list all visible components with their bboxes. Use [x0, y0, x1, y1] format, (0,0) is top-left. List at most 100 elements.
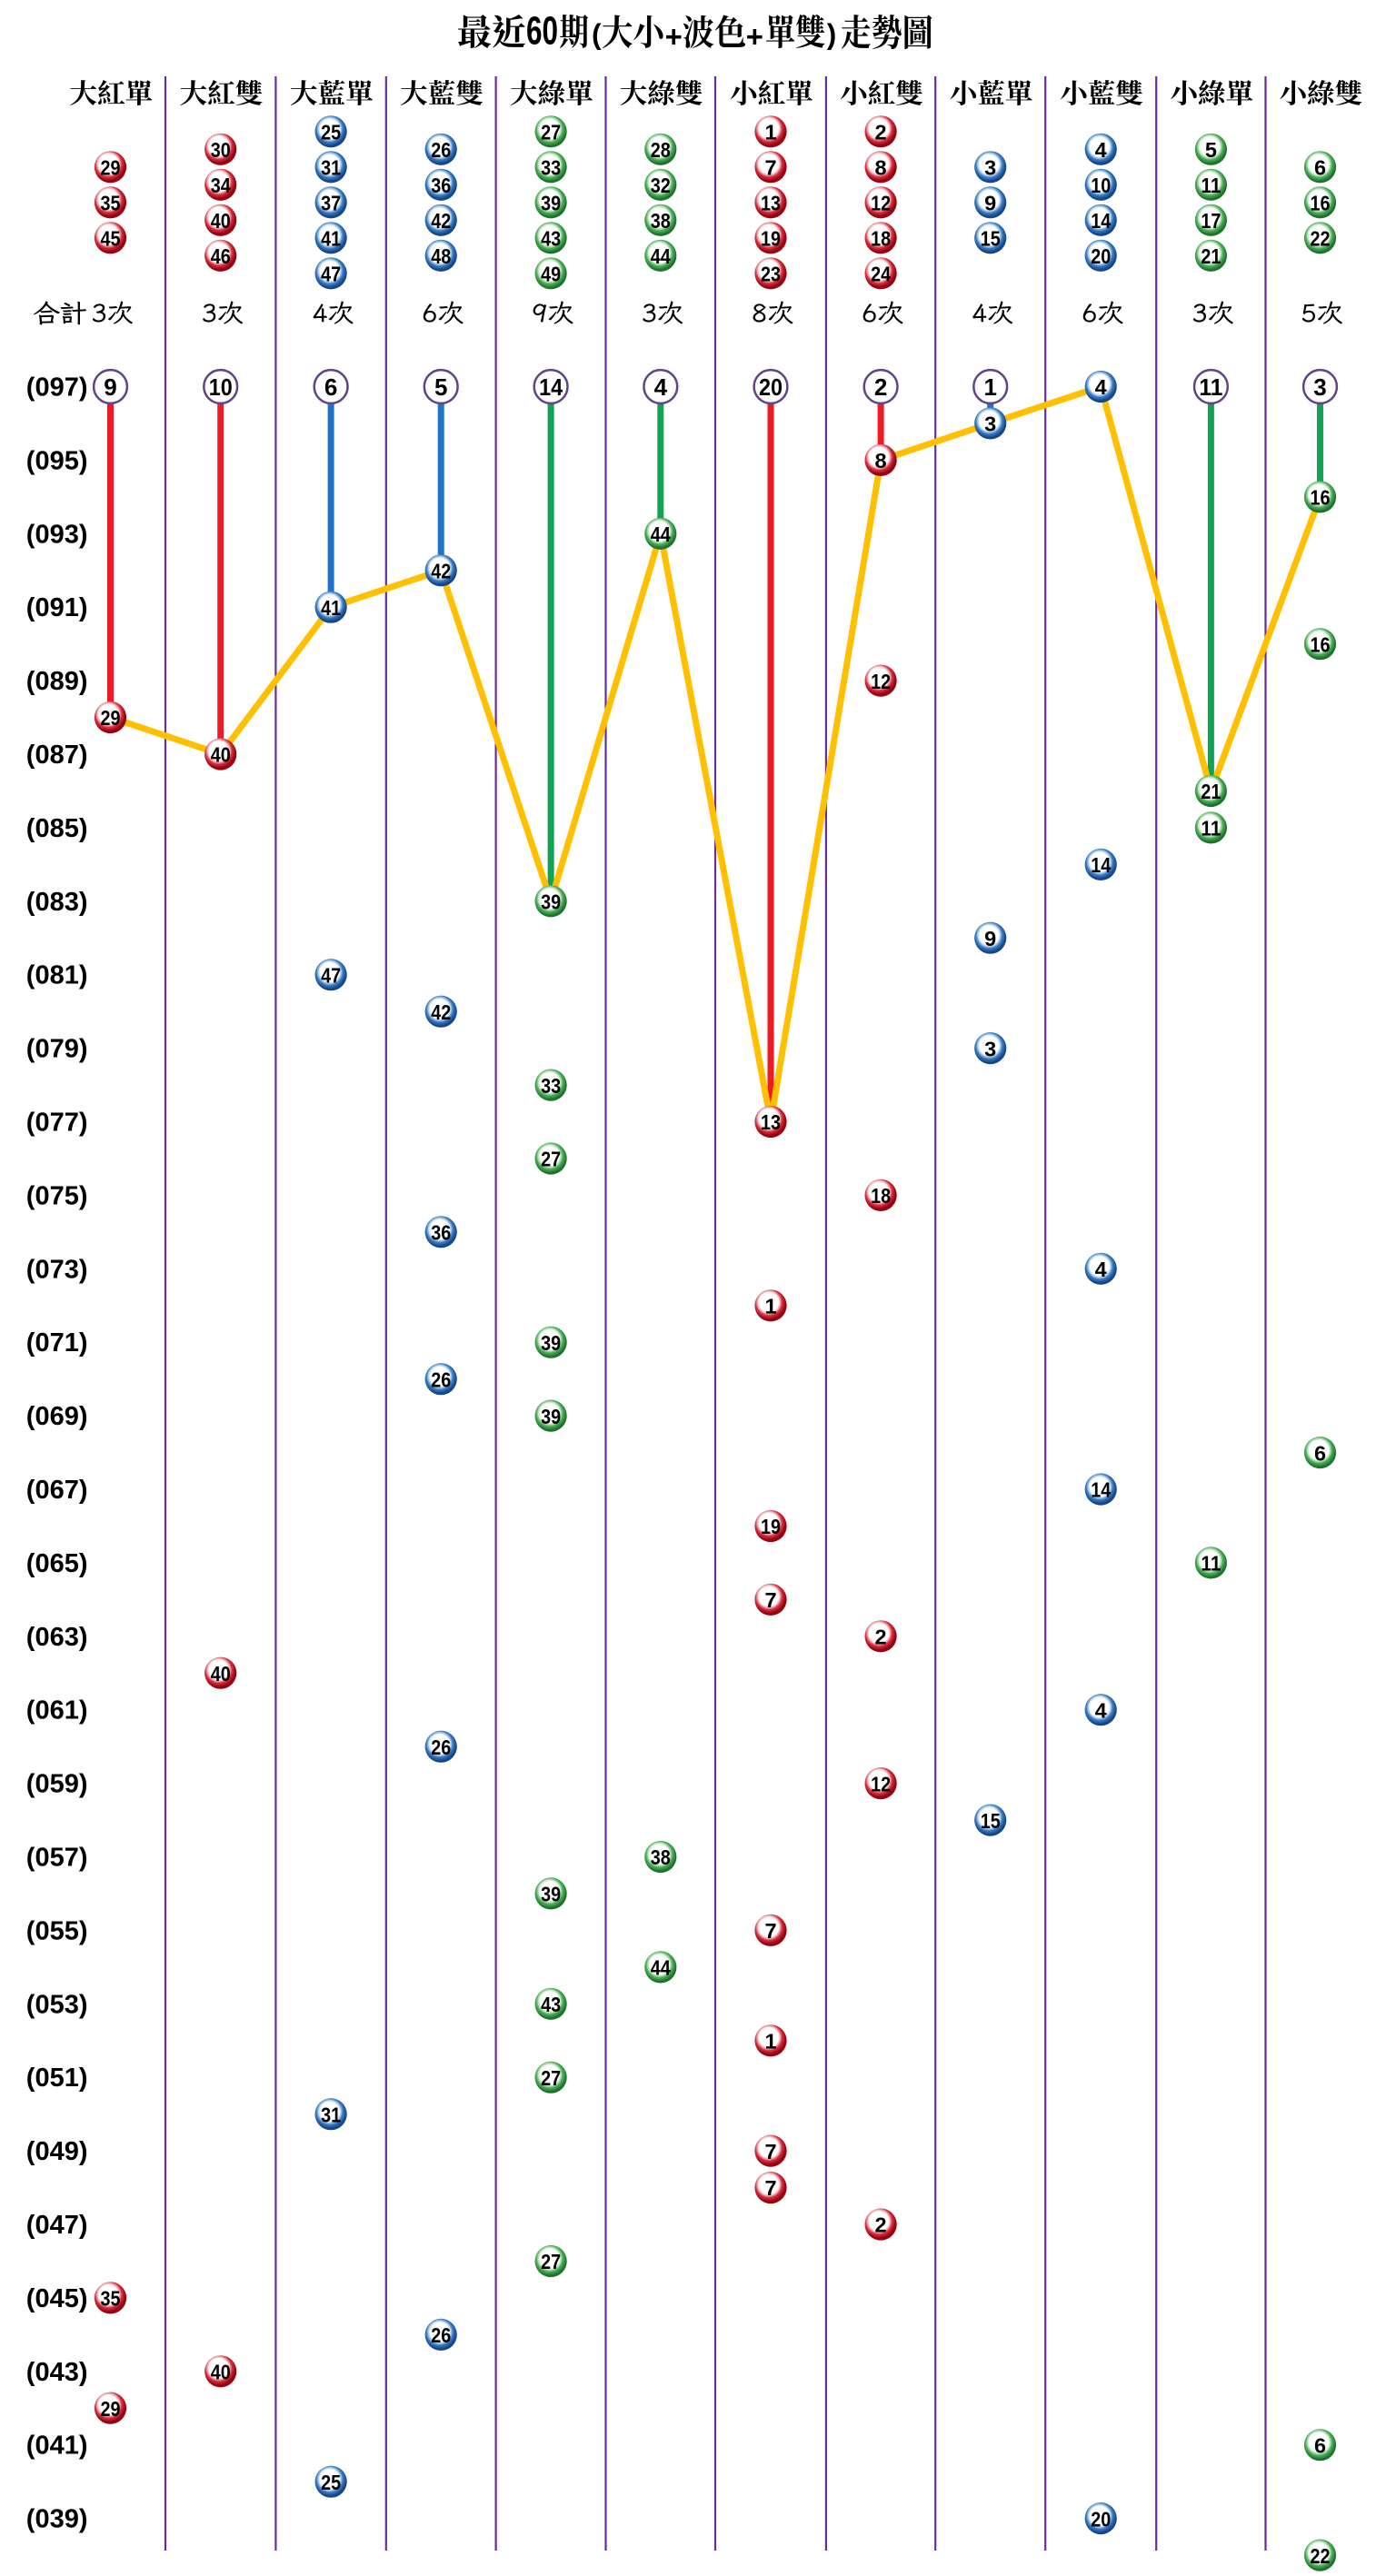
- svg-text:31: 31: [321, 2103, 341, 2126]
- svg-text:40: 40: [211, 1662, 231, 1686]
- svg-text:1: 1: [764, 2029, 776, 2053]
- svg-text:+: +: [665, 20, 683, 54]
- svg-text:37: 37: [321, 192, 341, 215]
- svg-text:11: 11: [1201, 1552, 1221, 1576]
- svg-text:15: 15: [981, 227, 1001, 251]
- svg-text:3: 3: [1313, 373, 1326, 401]
- svg-text:1: 1: [983, 373, 996, 401]
- svg-text:23: 23: [761, 263, 781, 286]
- svg-text:3: 3: [984, 413, 996, 436]
- svg-text:32: 32: [651, 174, 671, 197]
- svg-text:14: 14: [1091, 853, 1111, 877]
- svg-text:39: 39: [541, 192, 561, 215]
- svg-text:11: 11: [1199, 373, 1222, 401]
- svg-text:38: 38: [651, 209, 671, 233]
- svg-text:(061): (061): [26, 1696, 88, 1726]
- svg-text:(095): (095): [26, 446, 88, 475]
- svg-text:40: 40: [211, 2361, 231, 2384]
- svg-text:4: 4: [1095, 375, 1107, 399]
- svg-text:4: 4: [1095, 1258, 1107, 1281]
- svg-text:34: 34: [211, 174, 231, 197]
- svg-text:42: 42: [431, 560, 451, 583]
- svg-text:(069): (069): [26, 1402, 88, 1431]
- svg-text:6: 6: [324, 373, 337, 401]
- svg-text:10: 10: [209, 373, 233, 401]
- svg-text:(059): (059): [26, 1770, 88, 1799]
- svg-text:17: 17: [1201, 209, 1221, 233]
- svg-text:20: 20: [759, 373, 783, 401]
- svg-text:29: 29: [101, 706, 121, 730]
- svg-text:40: 40: [211, 209, 231, 233]
- svg-text:27: 27: [541, 2250, 561, 2273]
- svg-text:): ): [827, 17, 837, 50]
- svg-text:(079): (079): [26, 1035, 88, 1064]
- svg-text:21: 21: [1201, 780, 1221, 803]
- svg-text:4: 4: [1095, 138, 1107, 162]
- svg-text:42: 42: [431, 1000, 451, 1024]
- svg-text:41: 41: [321, 596, 341, 620]
- svg-text:4: 4: [654, 373, 668, 401]
- svg-text:6: 6: [1314, 156, 1326, 180]
- svg-text:(057): (057): [26, 1844, 88, 1873]
- svg-text:1: 1: [764, 1295, 776, 1318]
- svg-text:20: 20: [1091, 244, 1111, 268]
- svg-text:15: 15: [981, 1809, 1001, 1833]
- svg-text:44: 44: [651, 1956, 671, 1980]
- svg-text:16: 16: [1311, 192, 1331, 215]
- svg-text:33: 33: [541, 1074, 561, 1098]
- svg-text:30: 30: [211, 138, 231, 162]
- svg-text:27: 27: [541, 121, 561, 144]
- svg-text:8: 8: [875, 156, 887, 180]
- svg-text:(071): (071): [26, 1328, 88, 1358]
- svg-text:(085): (085): [26, 814, 88, 843]
- svg-text:(053): (053): [26, 1990, 88, 2019]
- svg-text:22: 22: [1311, 2544, 1331, 2568]
- svg-text:(041): (041): [26, 2432, 88, 2461]
- svg-text:39: 39: [541, 890, 561, 914]
- svg-text:(047): (047): [26, 2211, 88, 2240]
- svg-text:7: 7: [764, 2140, 776, 2163]
- svg-text:39: 39: [541, 1883, 561, 1906]
- svg-text:27: 27: [541, 2066, 561, 2090]
- svg-text:7: 7: [764, 156, 776, 180]
- svg-text:18: 18: [871, 1184, 891, 1208]
- svg-text:12: 12: [871, 192, 891, 215]
- svg-text:13: 13: [761, 1110, 781, 1134]
- svg-text:(081): (081): [26, 961, 88, 990]
- svg-text:14: 14: [539, 373, 563, 401]
- svg-text:14: 14: [1091, 209, 1111, 233]
- svg-text:6: 6: [1314, 1441, 1326, 1465]
- svg-text:9: 9: [984, 192, 996, 215]
- svg-text:13: 13: [761, 192, 781, 215]
- svg-text:5: 5: [1205, 138, 1217, 162]
- svg-text:7: 7: [764, 2176, 776, 2200]
- svg-text:5: 5: [434, 373, 447, 401]
- svg-text:35: 35: [101, 2287, 121, 2311]
- svg-text:28: 28: [651, 138, 671, 162]
- svg-text:4: 4: [1095, 1698, 1107, 1722]
- svg-text:21: 21: [1201, 244, 1221, 268]
- svg-text:(089): (089): [26, 667, 88, 696]
- svg-text:41: 41: [321, 227, 341, 251]
- svg-text:11: 11: [1201, 817, 1221, 840]
- svg-text:(075): (075): [26, 1181, 88, 1210]
- svg-text:40: 40: [211, 743, 231, 767]
- svg-text:31: 31: [321, 156, 341, 180]
- svg-text:26: 26: [431, 1736, 451, 1759]
- svg-text:(077): (077): [26, 1109, 88, 1138]
- svg-text:(049): (049): [26, 2137, 88, 2166]
- svg-text:43: 43: [541, 227, 561, 251]
- svg-text:26: 26: [431, 138, 451, 162]
- svg-text:20: 20: [1091, 2507, 1111, 2531]
- svg-text:7: 7: [764, 1919, 776, 1943]
- svg-text:(055): (055): [26, 1916, 88, 1945]
- svg-text:39: 39: [541, 1405, 561, 1428]
- svg-text:(051): (051): [26, 2064, 88, 2093]
- svg-text:9: 9: [984, 927, 996, 950]
- svg-text:1: 1: [764, 121, 776, 144]
- svg-text:42: 42: [431, 209, 451, 233]
- svg-text:19: 19: [761, 1515, 781, 1538]
- svg-text:(093): (093): [26, 520, 88, 549]
- svg-text:19: 19: [761, 227, 781, 251]
- svg-text:9: 9: [104, 373, 116, 401]
